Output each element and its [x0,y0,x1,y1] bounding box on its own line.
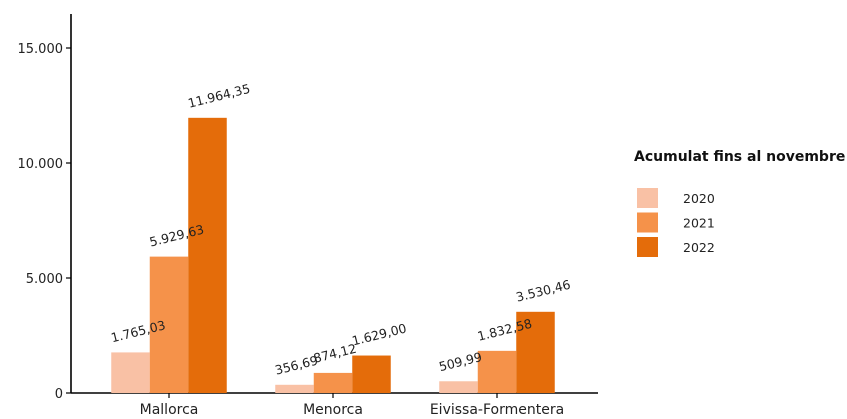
bar-2022 [188,118,227,393]
bar-2020 [439,381,478,393]
legend-swatch-2022 [637,237,658,257]
y-tick-label: 10.000 [18,157,64,172]
legend-label-2020: 2020 [683,191,715,206]
legend-label-2021: 2021 [683,216,715,231]
y-tick-label: 5.000 [26,272,63,287]
data-label: 11.964,35 [186,81,251,111]
y-tick-label: 0 [55,387,63,402]
y-tick-label: 15.000 [18,42,64,57]
legend-swatch-2020 [637,188,658,208]
bar-2022 [352,356,391,393]
bar-2020 [111,352,150,393]
bar-2020 [275,385,314,393]
legend-swatch-2021 [637,213,658,233]
x-axis: Mallorca Menorca Eivissa-Formentera [71,393,598,418]
x-tick-label: Menorca [303,402,363,418]
x-tick-label: Mallorca [140,402,199,418]
data-label: 3.530,46 [514,277,572,305]
x-tick-label: Eivissa-Formentera [430,402,564,418]
legend: Acumulat fins al novembre 2020 2021 2022 [634,149,845,257]
bar-2021 [314,373,353,393]
y-axis: 0 5.000 10.000 15.000 [18,14,72,402]
data-label: 874,12 [312,341,358,366]
data-label: 509,99 [437,349,483,374]
data-label: 1.629,00 [350,320,408,348]
bar-2021 [478,351,517,393]
legend-title: Acumulat fins al novembre [634,149,845,165]
legend-label-2022: 2022 [683,240,715,255]
